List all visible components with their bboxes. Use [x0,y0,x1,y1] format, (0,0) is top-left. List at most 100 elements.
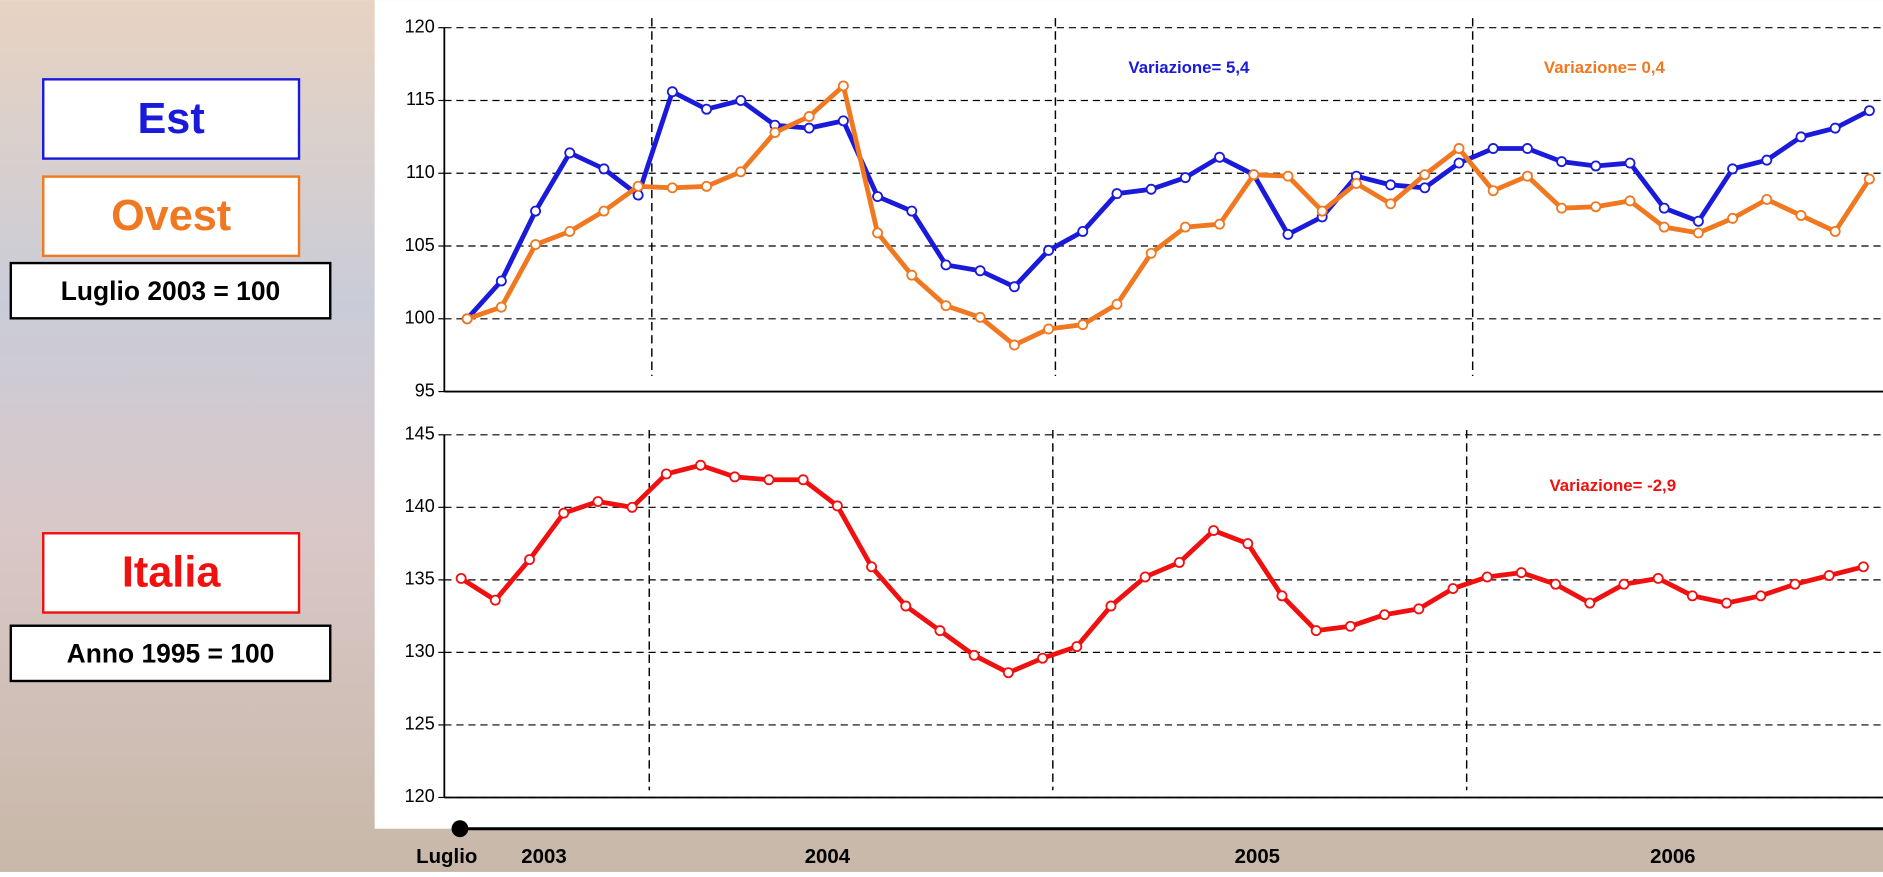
data-point [1453,143,1465,154]
data-point [598,205,610,217]
data-point [769,127,781,138]
data-point [461,313,473,325]
data-point [900,600,912,612]
data-point [1658,202,1670,214]
data-point [1590,160,1602,172]
data-point [1071,641,1083,653]
series-line [466,83,1872,348]
data-point [1145,183,1157,195]
data-point [592,496,604,507]
data-point [1686,590,1698,602]
data-point [974,265,986,277]
data-point [455,572,467,584]
data-point [1419,182,1431,194]
data-point [666,86,678,98]
data-point [1761,193,1773,205]
data-point [803,122,815,134]
legend-box [42,532,301,614]
data-point [1008,339,1020,351]
data-point [1829,225,1841,237]
data-point [735,166,747,178]
data-point [1556,156,1568,168]
data-point [1077,319,1089,331]
data-point [797,474,809,486]
data-point [1624,195,1636,207]
annotation: Variazione= 5,4 [1128,58,1250,77]
data-point [1521,170,1533,182]
data-point [1310,625,1322,637]
data-point [1077,225,1089,237]
data-point [701,180,713,192]
legend-box [42,175,301,258]
data-point [1487,143,1499,154]
data-point [1556,202,1568,214]
data-point [968,649,980,661]
data-point [530,205,542,217]
data-point [1413,603,1425,615]
data-point [1857,561,1869,573]
series-line [465,89,1871,321]
data-point [974,311,986,323]
data-point [1214,218,1226,230]
data-point [1515,567,1527,579]
legend-label: Italia [122,549,221,597]
annotation: Variazione= -2,9 [1550,476,1677,495]
data-point [1282,170,1294,182]
data-point [626,501,638,513]
data-point [1521,143,1533,154]
data-point [1829,122,1841,134]
data-point [940,259,952,271]
data-point [1111,188,1123,200]
data-point [495,301,507,313]
data-point [1105,600,1117,612]
data-point [1111,298,1123,310]
data-point [1173,556,1185,568]
y-tick-label: 135 [405,569,435,589]
y-tick-label: 140 [405,496,435,516]
data-point [729,471,741,483]
data-point [495,275,507,287]
data-point [1043,244,1055,256]
data-point [1863,173,1875,185]
data-point [906,269,918,281]
data-point [524,554,536,566]
data-point [940,300,952,312]
y-tick-label: 120 [405,786,435,806]
data-point [701,103,713,115]
data-point [1002,667,1014,679]
data-point [1344,620,1356,632]
data-point [872,191,884,202]
data-point [1145,247,1157,259]
data-point [934,625,946,637]
data-point [632,180,644,192]
data-point [1139,571,1151,583]
y-tick-label: 130 [405,641,435,661]
time-axis-start [451,820,469,838]
x-label: Luglio [416,846,477,868]
data-point [1179,172,1191,184]
data-point [866,561,878,573]
data-point [1248,169,1260,181]
data-point [695,459,707,471]
y-tick-label: 110 [406,162,435,182]
data-point [558,507,570,519]
data-point [1590,201,1602,213]
data-point [1447,583,1459,595]
data-point [1385,179,1397,191]
y-tick-label: 115 [406,89,435,109]
x-label: 2005 [1235,846,1280,868]
data-point [1863,105,1875,117]
y-tick-label: 95 [415,380,435,400]
legend-label: Luglio 2003 = 100 [61,276,280,306]
data-point [1208,525,1220,537]
data-point [1242,538,1254,550]
data-point [735,95,747,106]
data-point [1008,281,1020,293]
data-point [530,239,542,251]
legend-box [42,78,301,160]
data-point [1379,609,1391,621]
data-point [872,227,884,239]
y-tick-label: 100 [405,308,435,328]
